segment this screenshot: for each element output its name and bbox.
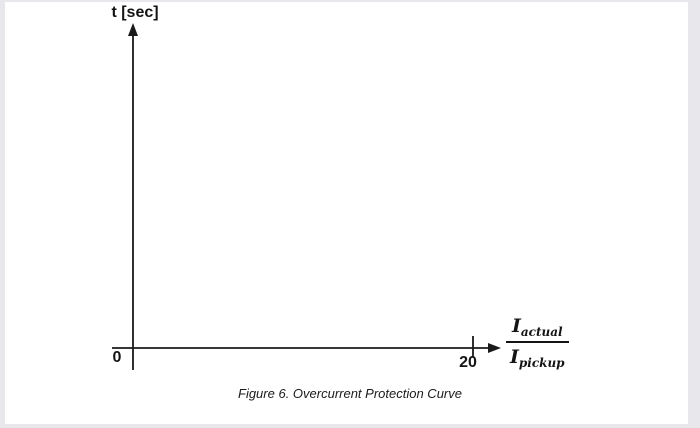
fraction-numerator: Iactual [506, 317, 569, 341]
numerator-symbol: I [512, 315, 521, 337]
numerator-subscript: actual [520, 325, 563, 339]
document-page [5, 2, 688, 424]
x-tick-label-20: 20 [459, 354, 477, 371]
x-axis-arrowhead-icon [488, 343, 501, 353]
denominator-subscript: pickup [518, 356, 565, 370]
x-axis-label-fraction: Iactual Ipickup [506, 317, 569, 370]
origin-label: 0 [112, 349, 122, 366]
figure-caption: Figure 6. Overcurrent Protection Curve [238, 386, 462, 401]
denominator-symbol: I [510, 346, 519, 368]
y-axis-arrowhead-icon [128, 23, 138, 36]
fraction-denominator: Ipickup [506, 341, 569, 370]
y-axis-label: t [sec] [111, 4, 159, 21]
